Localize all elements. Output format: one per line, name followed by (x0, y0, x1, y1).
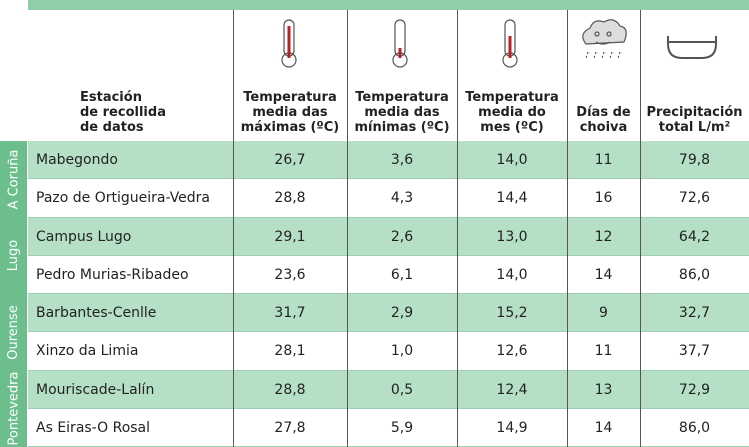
column-divider (567, 10, 568, 447)
header-line: Temperatura (355, 90, 449, 105)
header-line: mínimas (ºC) (354, 120, 450, 135)
province-label: Ourense (0, 294, 27, 372)
value-cell: 1,0 (390, 343, 414, 360)
header-line: mes (ºC) (480, 120, 544, 135)
value-cell: 28,8 (274, 381, 306, 398)
column-divider (457, 10, 458, 447)
value-cell: 13 (594, 381, 613, 398)
value-cell: 4,3 (390, 190, 414, 207)
value-cell: 0,5 (390, 381, 414, 398)
province-name: Ourense (6, 304, 22, 360)
row-bg (28, 332, 749, 371)
column-header: Días de choiva (567, 10, 640, 141)
header-line: media das (252, 105, 328, 120)
province-label: Lugo (0, 217, 27, 295)
row-bg (28, 217, 749, 256)
value-cell: 28,1 (274, 343, 306, 360)
header-line: total L/m² (658, 120, 731, 135)
header-line: Precipitación (646, 105, 743, 120)
province-label: A Coruña (0, 141, 27, 219)
value-cell: 2,6 (390, 228, 414, 245)
value-cell: 15,2 (496, 305, 528, 322)
value-cell: 14 (594, 419, 613, 436)
thermometer-icon (281, 19, 297, 68)
header-line: máximas (ºC) (240, 120, 340, 135)
province-name: A Coruña (6, 149, 22, 210)
station-name: Pazo de Ortigueira-Vedra (36, 190, 211, 207)
column-divider (233, 10, 234, 447)
value-cell: 9 (599, 305, 608, 322)
thermometer-icon (392, 19, 408, 68)
value-cell: 3,6 (390, 152, 414, 169)
value-cell: 72,6 (678, 190, 711, 207)
value-cell: 27,8 (274, 419, 306, 436)
value-cell: 14 (594, 266, 613, 283)
header-line: media do (478, 105, 546, 120)
value-cell: 86,0 (678, 419, 711, 436)
icons (281, 19, 717, 68)
column-header: Temperatura media das mínimas (ºC) (347, 10, 457, 141)
column-divider (347, 10, 348, 447)
value-cell: 14,4 (496, 190, 528, 207)
value-cell: 12,4 (496, 381, 528, 398)
cloud-icon (582, 19, 627, 59)
value-cell: 2,9 (390, 305, 414, 322)
value-cell: 72,9 (678, 381, 711, 398)
value-cell: 37,7 (678, 343, 711, 360)
station-name: Barbantes-Cenlle (36, 305, 157, 322)
column-divider (640, 10, 641, 447)
value-cell: 79,8 (678, 152, 711, 169)
value-cell: 16 (594, 190, 613, 207)
top-band (28, 0, 749, 10)
value-cell: 14,0 (496, 266, 528, 283)
value-cell: 23,6 (274, 266, 306, 283)
value-cell: 11 (594, 152, 613, 169)
value-cell: 86,0 (678, 266, 711, 283)
province-label: Pontevedra (0, 370, 27, 447)
header-line: Días de (576, 105, 631, 120)
value-cell: 12 (594, 228, 613, 245)
value-cell: 6,1 (390, 266, 414, 283)
value-cell: 32,7 (678, 305, 711, 322)
header-line: Temperatura (465, 90, 559, 105)
header-line: choiva (579, 120, 628, 135)
value-cell: 26,7 (274, 152, 306, 169)
value-cell: 28,8 (274, 190, 306, 207)
bath-icon (667, 36, 717, 59)
value-cell: 29,1 (274, 228, 306, 245)
row-bg (28, 255, 749, 294)
station-name: Mouriscade-Lalín (36, 381, 155, 398)
row-bg (28, 141, 749, 180)
header-line: de recollida (80, 105, 166, 120)
thermometer-icon (502, 19, 518, 68)
province-name: Lugo (6, 240, 21, 272)
value-cell: 31,7 (274, 305, 306, 322)
value-cell: 14,0 (496, 152, 528, 169)
province-name: Pontevedra (6, 371, 22, 446)
station-name: Mabegondo (36, 152, 118, 169)
header-line: de datos (80, 120, 144, 135)
station-name: Xinzo da Limia (36, 343, 139, 360)
row-bg (28, 294, 749, 333)
station-name: Pedro Murias-Ribadeo (36, 266, 189, 283)
value-cell: 14,9 (496, 419, 528, 436)
column-header: Temperatura media das máximas (ºC) (233, 10, 347, 141)
header-line: Temperatura (243, 90, 337, 105)
column-header: Estación de recollida de datos (28, 10, 233, 141)
header-line: Estación (80, 90, 142, 105)
row-bg (28, 370, 749, 409)
value-cell: 5,9 (390, 419, 414, 436)
row-bg (28, 408, 749, 447)
column-header: Precipitación total L/m² (640, 10, 749, 141)
value-cell: 13,0 (496, 228, 528, 245)
station-name: As Eiras-O Rosal (36, 419, 151, 436)
value-cell: 11 (594, 343, 613, 360)
value-cell: 64,2 (678, 228, 711, 245)
value-cell: 12,6 (496, 343, 528, 360)
column-header: Temperatura media do mes (ºC) (457, 10, 567, 141)
header-line: media das (364, 105, 440, 120)
station-name: Campus Lugo (36, 228, 132, 245)
row-bg (28, 179, 749, 218)
